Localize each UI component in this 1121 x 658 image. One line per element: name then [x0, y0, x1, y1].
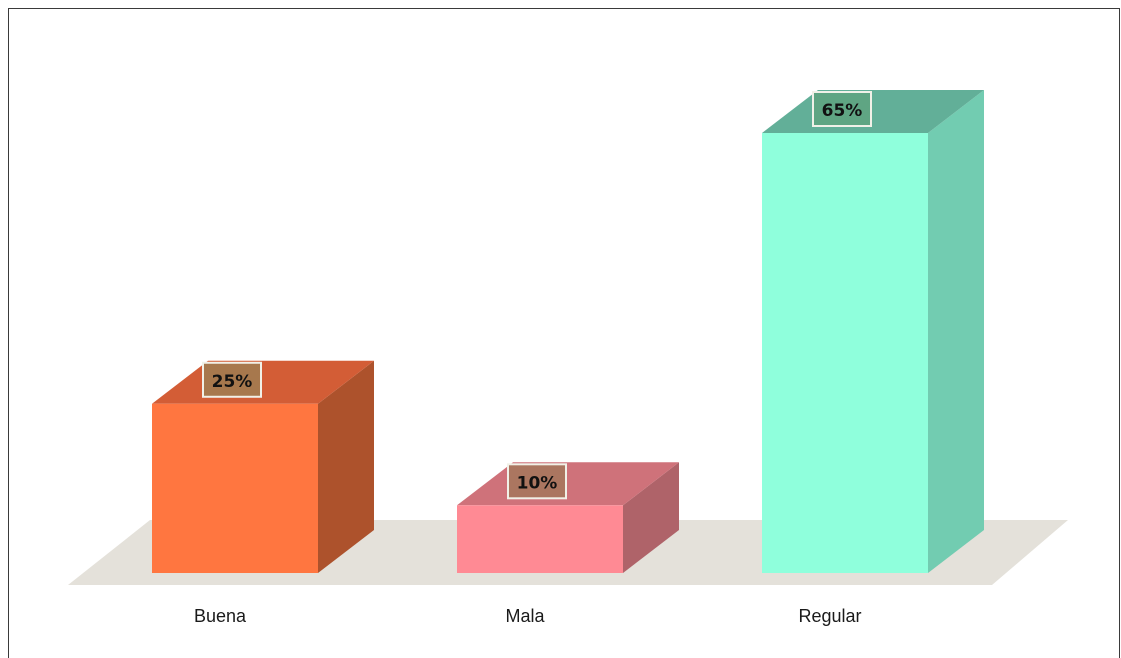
bar-side-face	[928, 90, 984, 573]
data-label-buena: 25%	[202, 361, 262, 398]
data-label-text: 65%	[822, 101, 863, 121]
category-label-buena: Buena	[194, 606, 247, 626]
data-label-mala: 10%	[507, 463, 567, 500]
data-label-text: 10%	[517, 473, 558, 493]
bar-front-face	[762, 133, 928, 573]
data-label-text: 25%	[212, 372, 253, 392]
bar-regular	[762, 90, 984, 573]
labels-layer: 25% Buena 10% Mala 65% Regular	[194, 91, 872, 626]
category-label-regular: Regular	[798, 606, 861, 626]
bar-side-face	[623, 462, 679, 573]
bar-mala	[457, 462, 679, 573]
data-label-box	[812, 91, 872, 127]
bars-layer	[152, 90, 984, 573]
data-label-box	[507, 463, 567, 500]
bar-front-face	[152, 403, 318, 573]
category-label-mala: Mala	[505, 606, 545, 626]
bar-buena	[152, 360, 374, 573]
bar-front-face	[457, 505, 623, 573]
bar-side-face	[318, 360, 374, 573]
data-label-box	[202, 361, 262, 398]
chart-frame	[8, 8, 1120, 658]
data-label-regular: 65%	[812, 91, 872, 127]
